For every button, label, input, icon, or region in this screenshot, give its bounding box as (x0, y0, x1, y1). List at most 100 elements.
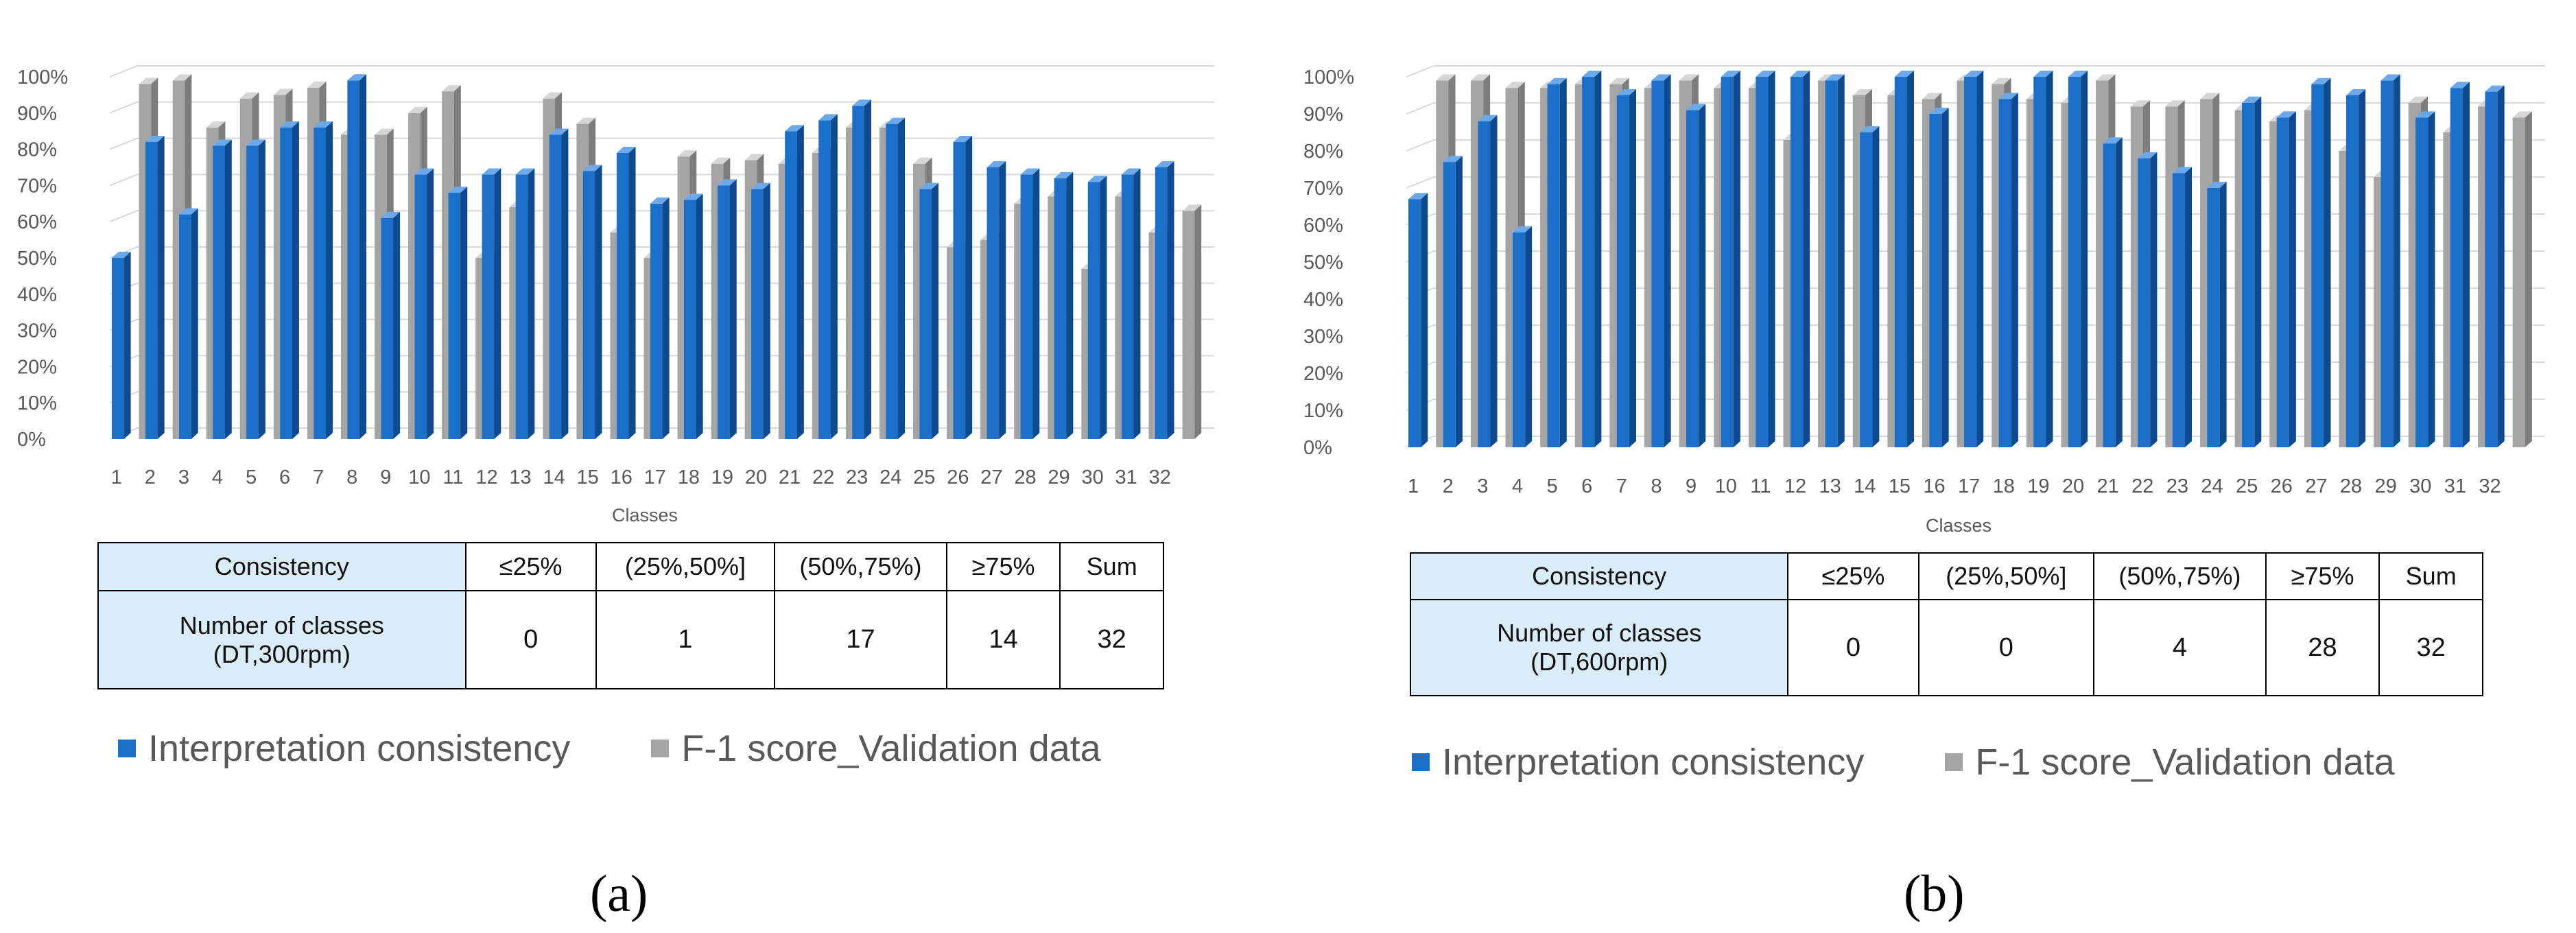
table-row-label: Number of classes (DT,300rpm) (97, 590, 466, 689)
bar-consistency-8 (347, 74, 367, 439)
bar-f1-21-top (2130, 100, 2150, 107)
bar-consistency-29-side (2393, 74, 2400, 447)
table-cell-25-50: 1 (595, 590, 776, 689)
row-label-line2: (DT,300rpm) (213, 639, 351, 668)
x-tick-label: 5 (1547, 475, 1558, 497)
bar-consistency-13-front (1825, 80, 1838, 447)
bar-consistency-15-top (582, 165, 602, 172)
table-cell-le25: 0 (464, 590, 597, 689)
bar-consistency-16-front (616, 152, 629, 439)
bar-consistency-14 (549, 128, 569, 440)
bar-consistency-5-front (1547, 84, 1560, 448)
bar-consistency-20-front (2068, 77, 2081, 447)
bar-consistency-6 (280, 121, 299, 440)
bar-consistency-19-side (729, 179, 737, 439)
y-tick-label: 30% (17, 320, 57, 342)
bar-consistency-32-front (1155, 167, 1168, 439)
bar-consistency-2 (1443, 156, 1463, 447)
y-tick-label: 10% (1303, 400, 1343, 422)
legend-label-f1: F-1 score_Validation data (1975, 742, 2395, 783)
bar-f1-32-side (2525, 111, 2532, 447)
bar-consistency-21 (2103, 137, 2123, 447)
bar-consistency-10-side (427, 168, 434, 439)
bar-consistency-17-side (1976, 71, 1984, 447)
bar-consistency-11 (1756, 71, 1775, 447)
x-tick-label: 10 (408, 466, 430, 488)
bar-consistency-7 (314, 121, 333, 440)
bar-consistency-18-top (1998, 93, 2018, 99)
bar-consistency-31-top (2450, 82, 2470, 88)
bar-consistency-22 (2138, 152, 2158, 448)
bar-f1-15-top (1922, 93, 1942, 99)
bar-consistency-21-top (2103, 137, 2123, 144)
bar-f1-6-top (1609, 78, 1629, 84)
x-tick-label: 1 (1408, 475, 1419, 497)
bar-f1-18-top (711, 157, 731, 164)
x-tick-label: 6 (279, 466, 290, 488)
bar-consistency-32 (1155, 161, 1174, 439)
x-tick-label: 3 (178, 466, 189, 488)
table-header-sum: Sum (1059, 542, 1164, 591)
y-tick-label: 90% (1303, 104, 1343, 126)
bar-consistency-22 (818, 114, 838, 440)
bar-consistency-14-front (549, 134, 562, 440)
bar-consistency-27-front (2311, 84, 2324, 448)
bar-consistency-3-top (179, 208, 198, 215)
bar-consistency-31 (1121, 168, 1141, 439)
bar-consistency-4-top (1512, 226, 1533, 233)
bar-consistency-25-front (2242, 102, 2255, 448)
bar-consistency-13 (515, 168, 535, 439)
legend-swatch-blue (1412, 753, 1430, 771)
bar-consistency-15-front (582, 171, 595, 439)
bar-consistency-22-side (2150, 152, 2158, 448)
bar-consistency-23-front (2172, 173, 2186, 447)
x-tick-label: 4 (1512, 475, 1523, 497)
bar-consistency-2-front (1443, 162, 1456, 447)
bar-consistency-3-side (1490, 115, 1498, 448)
bar-consistency-22-top (2138, 152, 2158, 158)
bar-consistency-13-top (515, 168, 535, 175)
x-tick-label: 13 (1819, 475, 1841, 497)
table-row-label: Number of classes (DT,600rpm) (1409, 599, 1789, 696)
bar-consistency-13-front (515, 174, 528, 439)
bar-consistency-9-side (393, 211, 401, 439)
bar-consistency-16-top (616, 146, 636, 153)
x-tick-label: 32 (2479, 475, 2501, 497)
y-tick-label: 50% (1303, 252, 1343, 274)
table-header-sum: Sum (2378, 552, 2483, 600)
bar-f1-13-top (1852, 89, 1872, 95)
x-tick-label: 11 (1750, 475, 1771, 497)
bar-consistency-7-front (314, 127, 326, 440)
bar-consistency-6-side (1594, 71, 1602, 447)
x-tick-label: 22 (2131, 475, 2153, 497)
bar-consistency-31-top (1121, 168, 1141, 175)
x-tick-label: 21 (779, 466, 801, 488)
bar-consistency-1-side (123, 252, 131, 439)
bar-consistency-9-top (1686, 104, 1706, 110)
bar-consistency-20 (751, 182, 770, 439)
x-tick-label: 27 (980, 466, 1002, 488)
bar-consistency-10-side (1733, 71, 1740, 447)
bar-f1-17-top (1992, 78, 2011, 84)
bar-consistency-7-side (1629, 89, 1637, 447)
bar-consistency-24-top (2207, 182, 2227, 188)
legend-item-f1: F-1 score_Validation data (1945, 741, 2395, 783)
bar-f1-9-top (408, 106, 427, 113)
bar-consistency-14-top (1860, 126, 1880, 132)
bar-f1-17-top (677, 150, 697, 157)
y-tick-label: 70% (1303, 178, 1343, 200)
bar-consistency-24 (2207, 182, 2227, 447)
bar-consistency-20-side (2081, 71, 2088, 447)
x-tick-label: 22 (812, 466, 834, 488)
bar-consistency-26 (953, 136, 973, 440)
bar-consistency-30-top (2415, 111, 2435, 118)
bar-consistency-23 (2172, 167, 2193, 447)
x-tick-label: 14 (1854, 475, 1876, 497)
bar-consistency-19-front (2033, 77, 2046, 447)
bar-f1-23-top (2200, 93, 2220, 99)
bar-consistency-15-side (595, 165, 602, 439)
bar-consistency-30 (2415, 111, 2435, 447)
x-tick-label: 18 (678, 466, 700, 488)
bar-consistency-6-front (1582, 77, 1595, 447)
bar-consistency-20-top (751, 182, 770, 189)
